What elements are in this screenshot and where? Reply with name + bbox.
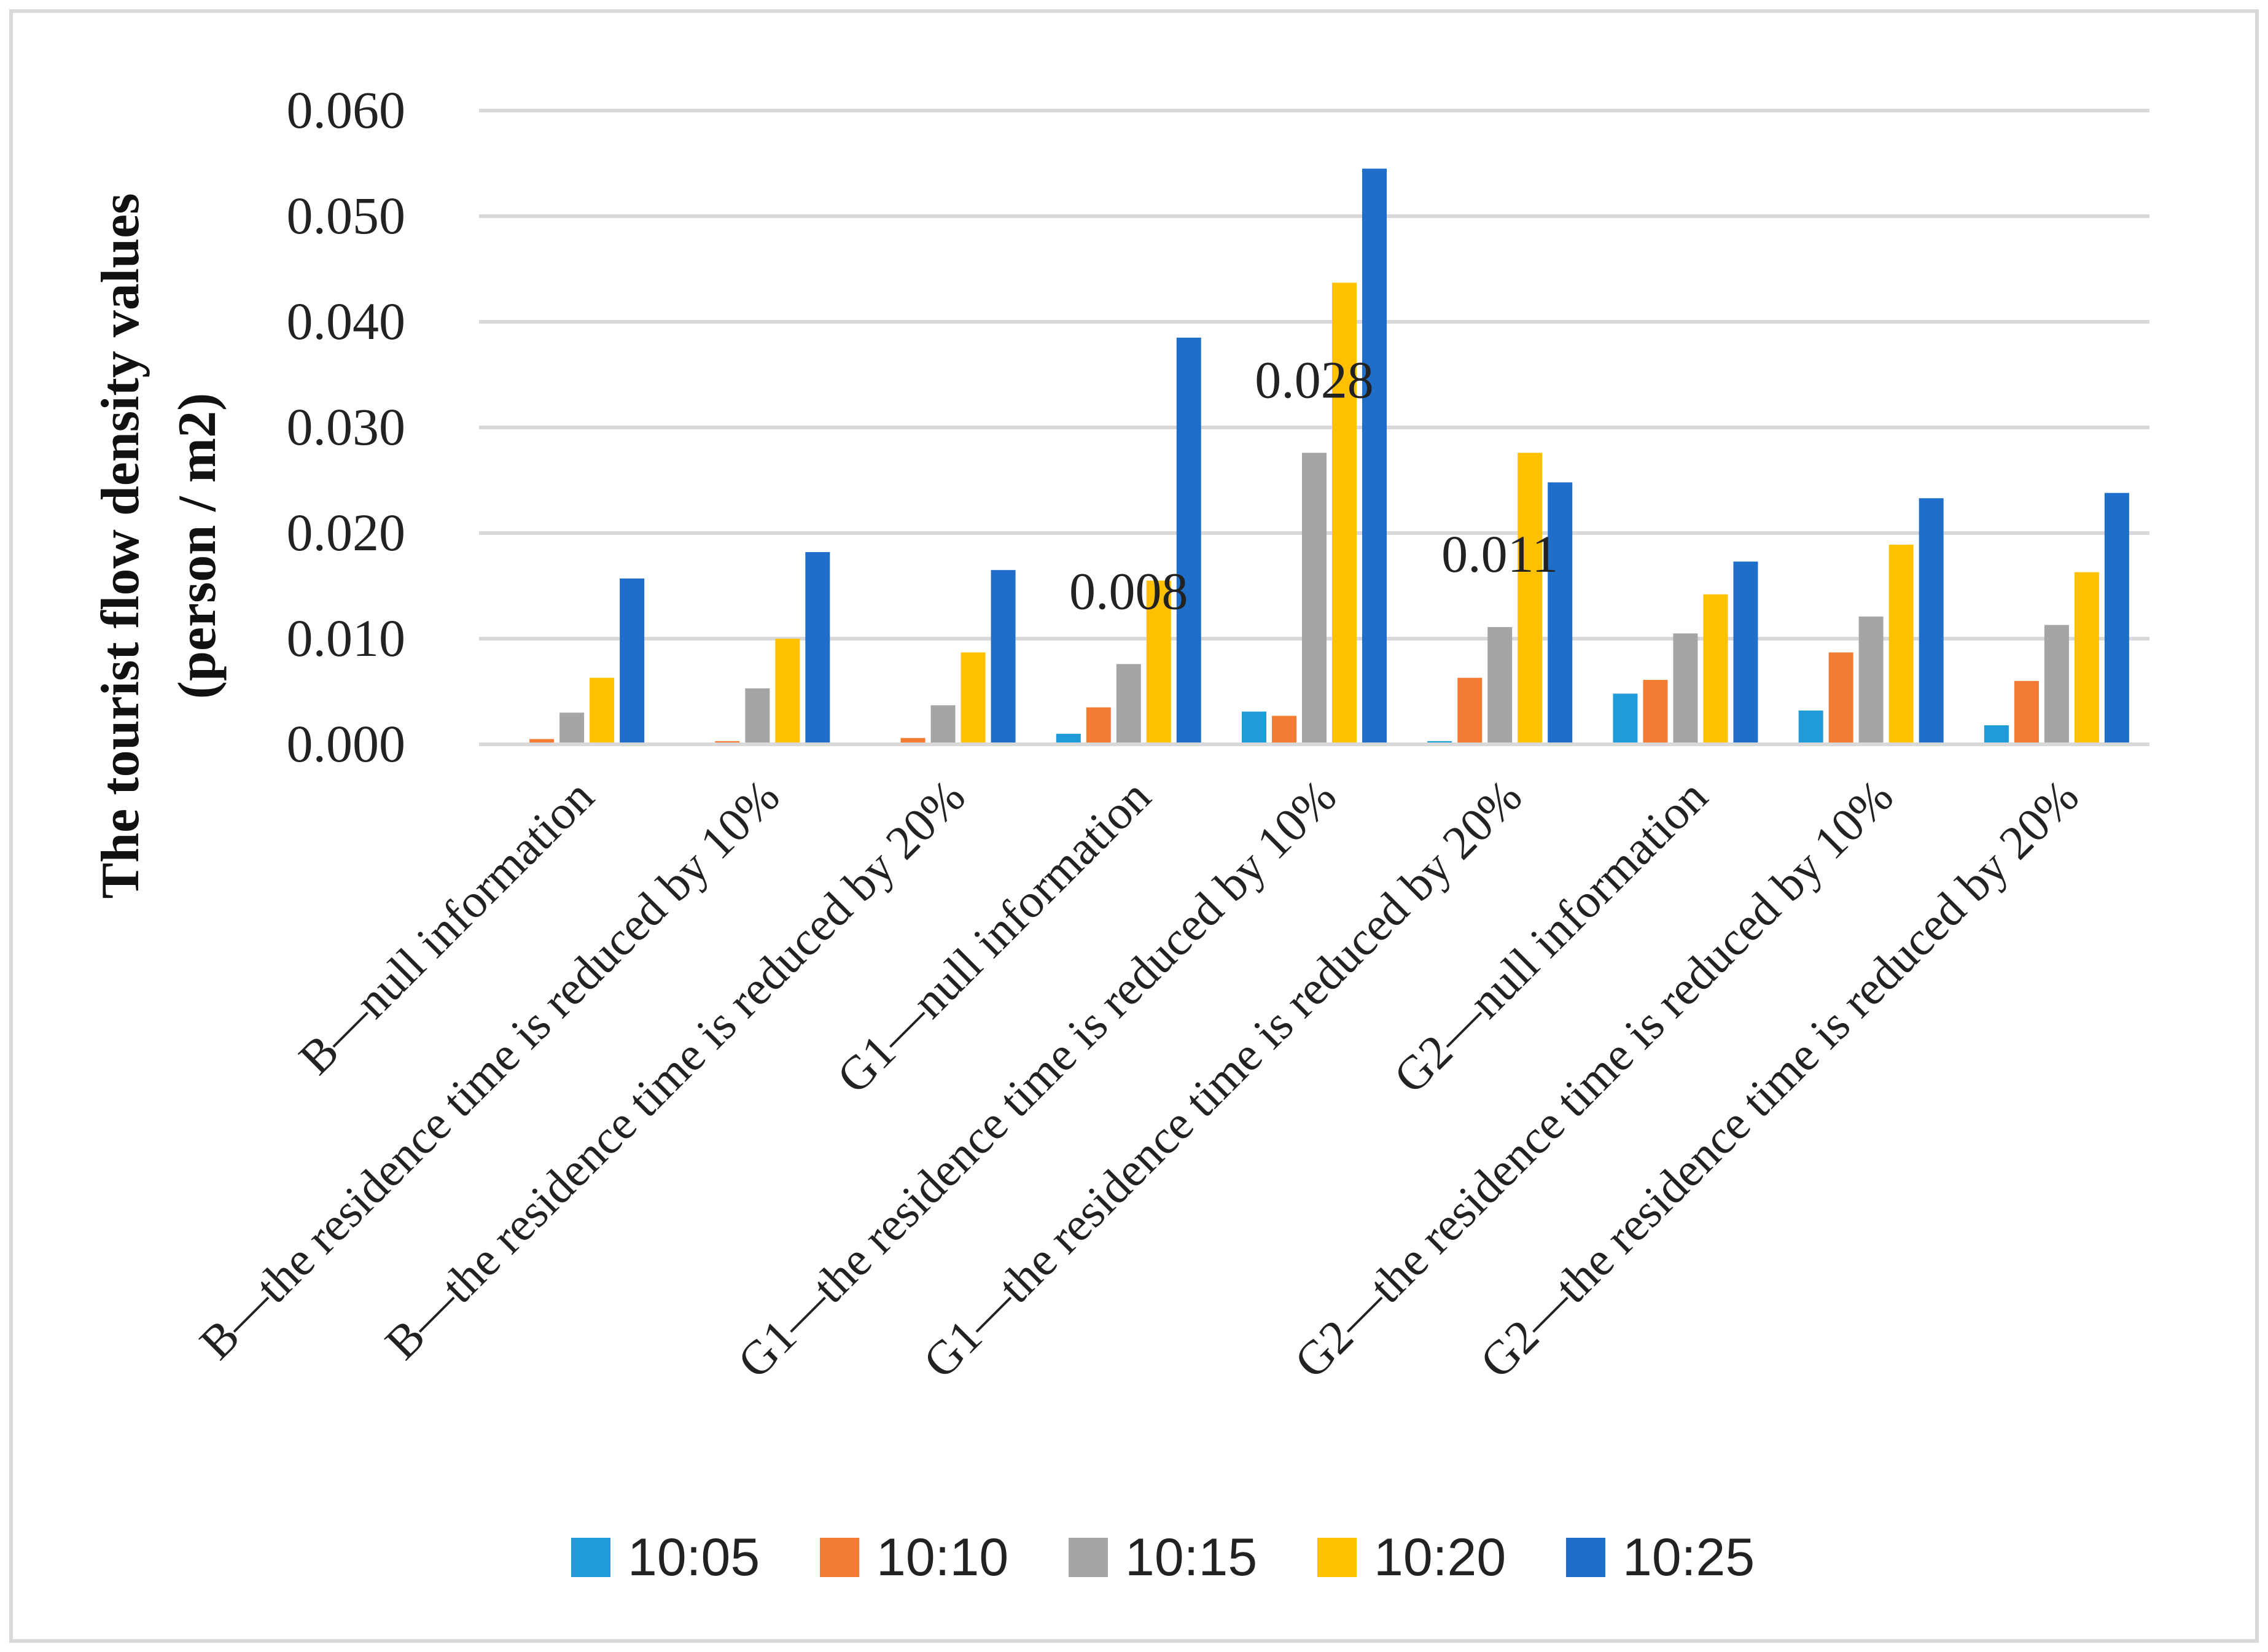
legend-label: 10:25: [1623, 1528, 1755, 1587]
bar-1010-6: [1457, 677, 1483, 744]
bar-1020-3: [961, 652, 986, 744]
chart-border: [9, 9, 2259, 1643]
bar-1015-4: [1116, 664, 1141, 744]
bar-1015-7: [1673, 633, 1698, 744]
y-tick-label: 0.030: [287, 397, 406, 456]
bar-1020-5: [1332, 282, 1357, 744]
bar-1015-2: [745, 688, 770, 744]
y-axis-title: The tourist flow density values (person /…: [91, 193, 227, 899]
y-tick-label: 0.020: [287, 503, 406, 562]
bar-1015-8: [1858, 616, 1884, 744]
legend-label: 10:10: [876, 1528, 1008, 1587]
legend-swatch: [1317, 1538, 1357, 1577]
legend-label: 10:05: [628, 1528, 760, 1587]
bar-1015-1: [559, 712, 585, 744]
bar-1025-7: [1733, 561, 1758, 744]
bar-1025-5: [1362, 168, 1387, 745]
legend[interactable]: 10:05 10:10 10:15 10:20 10:25: [571, 1528, 1755, 1587]
bar-1025-9: [2104, 493, 2129, 744]
legend-label: 10:20: [1374, 1528, 1506, 1587]
bar-1010-8: [1828, 652, 1853, 744]
legend-item-1020[interactable]: 10:20: [1317, 1528, 1506, 1587]
legend-item-1010[interactable]: 10:10: [820, 1528, 1008, 1587]
bar-1020-4: [1146, 580, 1171, 744]
bar-1020-8: [1888, 544, 1914, 744]
legend-swatch: [1566, 1538, 1605, 1577]
bar-1020-6: [1518, 453, 1543, 744]
axes: 0.000 0.010 0.020 0.030 0.040 0.050 0.060 The t…: [91, 80, 2149, 898]
y-axis-title-line-2: (person / m2): [168, 393, 227, 699]
legend-swatch: [1069, 1538, 1108, 1577]
bar-1010-3: [900, 738, 926, 744]
bar-1005-8: [1798, 710, 1823, 744]
y-tick-label: 0.040: [287, 292, 406, 351]
bar-1015-3: [930, 705, 956, 744]
bar-1015-6: [1487, 627, 1513, 744]
legend-swatch: [571, 1538, 610, 1577]
bar-1025-4: [1176, 337, 1201, 744]
bar-1010-9: [2014, 680, 2039, 744]
bar-1020-1: [590, 677, 615, 744]
legend-item-1025[interactable]: 10:25: [1566, 1528, 1755, 1587]
legend-item-1005[interactable]: 10:05: [571, 1528, 760, 1587]
bar-1025-2: [805, 551, 830, 744]
legend-label: 10:15: [1125, 1528, 1257, 1587]
legend-swatch: [820, 1538, 859, 1577]
bar-1010-1: [529, 739, 555, 744]
bar-1005-4: [1056, 733, 1081, 744]
bars: [529, 168, 2129, 745]
bar-1005-5: [1242, 711, 1266, 744]
bar-1020-2: [775, 639, 800, 744]
bar-1025-3: [991, 570, 1016, 744]
bar-1005-9: [1984, 725, 2009, 744]
y-axis-title-line-1: The tourist flow density values: [91, 193, 150, 899]
bar-1015-9: [2044, 625, 2069, 744]
bar-1020-7: [1703, 594, 1728, 744]
bar-1015-5: [1302, 453, 1327, 744]
data-label-2: 0.028: [1255, 350, 1374, 409]
legend-item-1015[interactable]: 10:15: [1069, 1528, 1257, 1587]
bar-1010-4: [1086, 707, 1111, 744]
bar-1020-9: [2074, 572, 2099, 744]
y-tick-label: 0.050: [287, 186, 406, 245]
bar-1025-8: [1919, 498, 1944, 744]
bar-1005-7: [1613, 693, 1638, 744]
bar-1025-1: [620, 578, 645, 744]
bar-1010-5: [1272, 715, 1296, 744]
data-label-1: 0.008: [1069, 561, 1188, 620]
y-tick-label: 0.000: [287, 714, 406, 773]
y-tick-label: 0.010: [287, 609, 406, 668]
data-label-3: 0.011: [1441, 524, 1558, 583]
y-tick-label: 0.060: [287, 80, 406, 139]
bar-1010-7: [1643, 680, 1668, 744]
bar-1025-6: [1548, 482, 1573, 744]
